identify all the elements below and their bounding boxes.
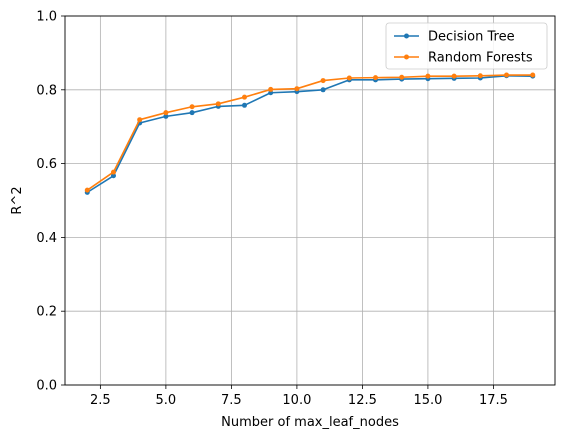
random-forests-point <box>346 75 352 81</box>
y-tick-label: 0.4 <box>36 231 57 246</box>
random-forests-point <box>268 86 274 92</box>
random-forests-point <box>399 74 405 80</box>
random-forests-point <box>425 73 431 79</box>
decision-tree-point <box>163 113 169 119</box>
series-layer <box>84 72 536 195</box>
random-forests-point <box>189 104 195 110</box>
random-forests-point <box>137 117 143 123</box>
random-forests-point <box>451 73 457 79</box>
legend-box <box>385 22 548 70</box>
y-tick-label: 0.2 <box>36 305 57 320</box>
y-tick-label: 0.0 <box>36 379 57 394</box>
random-forests-point <box>241 94 247 100</box>
y-tick-label: 0.8 <box>36 83 57 98</box>
random-forests-point <box>215 101 221 107</box>
random-forests-point <box>477 73 483 79</box>
random-forests-point <box>294 86 300 92</box>
legend-random-forests-label: Random Forests <box>428 51 533 66</box>
random-forests-point <box>163 110 169 116</box>
decision-tree-point <box>110 173 116 179</box>
x-tick-label: 10.0 <box>282 393 311 408</box>
x-tick-label: 17.5 <box>479 393 508 408</box>
x-tick-label: 15.0 <box>413 393 442 408</box>
plot-frame <box>64 15 556 386</box>
x-tick-label: 2.5 <box>90 393 111 408</box>
x-tick-label: 7.5 <box>221 393 242 408</box>
y-axis-label: R^2 <box>10 186 25 214</box>
legend-decision-tree-label: Decision Tree <box>428 30 515 45</box>
decision-tree-line <box>86 74 533 194</box>
y-tick-label: 1.0 <box>36 10 57 25</box>
x-tick-label: 12.5 <box>348 393 377 408</box>
random-forests-point <box>110 169 116 175</box>
axis-ticks: 2.5 5.0 7.5 10.0 12.5 15.0 17.5 0.0 0.2 0.4 0.6 0.8… <box>36 10 508 409</box>
random-forests-point <box>530 72 536 78</box>
x-tick-label: 5.0 <box>156 393 177 408</box>
y-tick-label: 0.6 <box>36 157 57 172</box>
decision-tree-point <box>320 87 326 93</box>
random-forests-line <box>86 74 533 191</box>
decision-tree-point <box>241 102 247 108</box>
random-forests-point <box>320 78 326 84</box>
legend-random-forests-marker <box>404 54 409 60</box>
random-forests-point <box>373 75 379 81</box>
x-axis-label: Number of max_leaf_nodes <box>221 415 399 430</box>
legend: Decision Tree Random Forests <box>385 22 548 70</box>
decision-tree-point <box>189 110 195 116</box>
random-forests-point <box>84 187 90 193</box>
random-forests-point <box>504 72 510 78</box>
legend-decision-tree-marker <box>404 33 409 39</box>
